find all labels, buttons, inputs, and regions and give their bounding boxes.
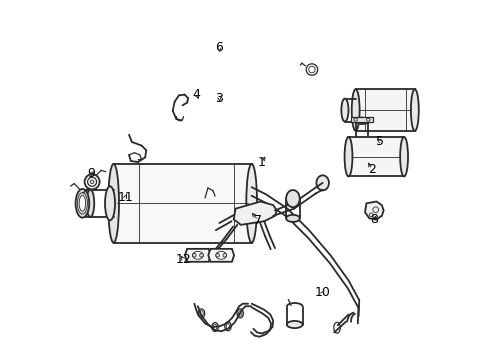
- Ellipse shape: [316, 175, 328, 190]
- Ellipse shape: [90, 180, 94, 184]
- Polygon shape: [364, 202, 383, 220]
- Ellipse shape: [79, 195, 85, 211]
- Ellipse shape: [351, 89, 359, 131]
- Ellipse shape: [341, 99, 348, 122]
- Polygon shape: [233, 202, 276, 225]
- Text: 8: 8: [369, 213, 378, 226]
- Text: 10: 10: [314, 287, 330, 300]
- Ellipse shape: [246, 164, 257, 243]
- Text: 2: 2: [367, 163, 375, 176]
- Ellipse shape: [355, 118, 367, 124]
- Polygon shape: [355, 89, 414, 131]
- Text: 1: 1: [257, 156, 265, 169]
- Ellipse shape: [86, 190, 94, 217]
- Ellipse shape: [285, 215, 299, 222]
- Polygon shape: [351, 117, 372, 122]
- Text: 6: 6: [215, 41, 223, 54]
- Ellipse shape: [192, 253, 196, 257]
- Ellipse shape: [305, 64, 317, 75]
- Ellipse shape: [105, 186, 115, 220]
- Ellipse shape: [76, 189, 89, 218]
- Ellipse shape: [84, 174, 100, 189]
- Text: 5: 5: [375, 135, 383, 148]
- Polygon shape: [208, 249, 234, 262]
- Text: 7: 7: [254, 214, 262, 227]
- Text: 4: 4: [192, 88, 201, 101]
- Ellipse shape: [286, 321, 302, 328]
- Ellipse shape: [199, 253, 203, 257]
- Ellipse shape: [399, 137, 407, 176]
- Ellipse shape: [344, 137, 352, 176]
- Ellipse shape: [308, 66, 314, 73]
- Polygon shape: [348, 137, 403, 176]
- Ellipse shape: [87, 177, 96, 186]
- Ellipse shape: [410, 89, 418, 131]
- Ellipse shape: [215, 253, 219, 257]
- Ellipse shape: [285, 190, 299, 207]
- Text: 3: 3: [215, 92, 223, 105]
- Text: 9: 9: [87, 167, 95, 180]
- Polygon shape: [113, 164, 251, 243]
- Ellipse shape: [108, 164, 119, 243]
- Text: 11: 11: [117, 191, 133, 204]
- Polygon shape: [184, 249, 210, 262]
- Ellipse shape: [223, 253, 226, 257]
- Text: 12: 12: [175, 253, 191, 266]
- Ellipse shape: [77, 193, 87, 214]
